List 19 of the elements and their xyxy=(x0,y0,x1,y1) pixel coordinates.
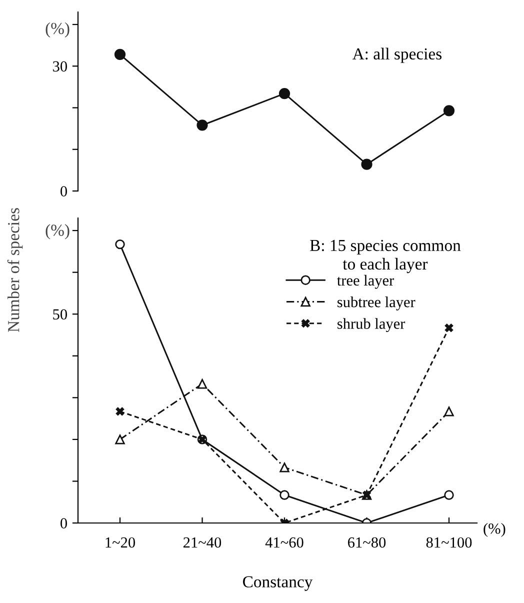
text: (%) xyxy=(46,224,70,240)
x-tick-label: 61~80 xyxy=(348,537,386,548)
y-tick-label: 50 xyxy=(53,309,67,320)
text: B: 15 species common to each layer xyxy=(310,240,461,274)
y-tick-label: 0 xyxy=(60,518,67,528)
legend-label: shrub layer xyxy=(338,318,406,332)
text: (%) xyxy=(484,523,506,537)
x-tick-label: 1~20 xyxy=(106,537,136,548)
x-axis-title: Constancy xyxy=(243,576,313,591)
y-tick-label: 0 xyxy=(60,186,67,196)
y-axis-title: Number of species xyxy=(7,208,23,332)
x-tick-label: 81~100 xyxy=(426,537,472,548)
y-tick-label: 30 xyxy=(53,61,67,72)
x-tick-label: 41~60 xyxy=(265,537,304,548)
text: A: all species xyxy=(352,48,442,63)
x-tick-label: 21~40 xyxy=(184,537,222,548)
legend-label: subtree layer xyxy=(338,296,416,310)
legend-label: tree layer xyxy=(337,274,394,289)
text: (%) xyxy=(46,22,70,38)
